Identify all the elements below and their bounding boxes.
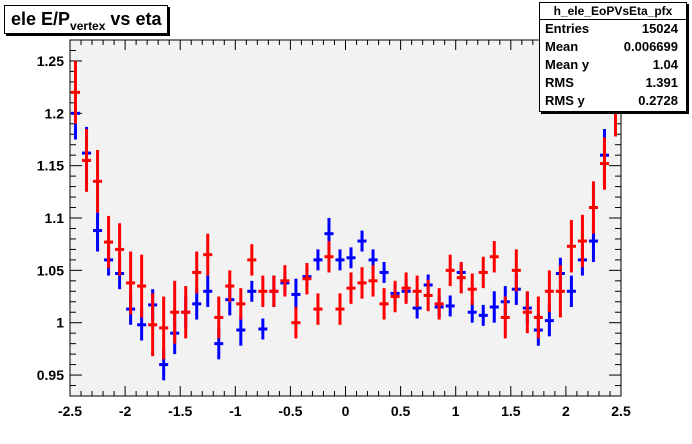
data-point — [434, 288, 444, 320]
data-point — [489, 291, 499, 323]
plot-title: ele E/Pvertex vs eta — [4, 5, 169, 34]
y-tick-label: 1.1 — [45, 210, 65, 226]
data-point — [203, 275, 213, 307]
y-tick-label: 1.25 — [37, 53, 64, 69]
x-tick-label: -1.5 — [168, 403, 192, 419]
data-point — [302, 263, 312, 295]
x-tick-label: 1.5 — [501, 403, 521, 419]
data-point — [566, 275, 576, 307]
data-point — [291, 307, 301, 339]
data-point — [247, 244, 257, 276]
data-point — [269, 275, 279, 307]
data-point — [467, 273, 477, 305]
data-point — [511, 249, 521, 292]
data-point — [126, 251, 136, 315]
data-point — [346, 272, 356, 304]
data-point — [236, 288, 246, 320]
data-point — [159, 296, 169, 360]
data-point — [445, 254, 455, 287]
plot-frame — [69, 39, 622, 397]
data-point — [489, 241, 499, 273]
data-point — [555, 265, 565, 318]
data-point — [379, 288, 389, 320]
data-point — [313, 293, 323, 325]
data-point — [82, 129, 92, 192]
data-point — [225, 270, 235, 302]
data-point — [456, 261, 466, 294]
data-point — [258, 275, 268, 307]
data-point — [533, 296, 543, 339]
data-point — [313, 249, 323, 271]
data-point — [137, 254, 147, 318]
data-point — [115, 223, 125, 276]
data-point — [500, 296, 510, 339]
data-point — [522, 291, 532, 334]
data-point — [280, 265, 290, 297]
y-tick-label: 1 — [56, 315, 64, 331]
data-point — [324, 241, 334, 273]
y-tick-label: 1.15 — [37, 158, 64, 174]
data-point — [445, 295, 455, 317]
data-point — [467, 301, 477, 323]
data-point — [412, 275, 422, 307]
series-1 — [71, 60, 620, 360]
data-point — [423, 279, 433, 312]
data-point — [170, 280, 180, 344]
y-tick-label: 0.95 — [37, 367, 64, 383]
data-point — [93, 209, 103, 252]
data-point — [214, 296, 224, 339]
data-point — [588, 181, 598, 234]
data-point — [181, 286, 191, 339]
x-tick-label: 2.5 — [611, 403, 631, 419]
data-point — [192, 251, 202, 294]
data-point — [93, 149, 103, 213]
data-point — [346, 247, 356, 269]
stats-row: Mean y 1.04 — [545, 57, 678, 72]
data-point — [291, 278, 301, 311]
stats-row: RMS 1.391 — [545, 75, 678, 90]
data-points — [71, 60, 620, 381]
data-point — [379, 261, 389, 283]
x-tick-label: 0 — [342, 403, 350, 419]
x-tick-label: 0.5 — [391, 403, 411, 419]
stats-row: RMS y 0.2728 — [545, 93, 678, 108]
data-point — [478, 256, 488, 289]
data-point — [544, 270, 554, 313]
y-tick-label: 1.2 — [45, 105, 65, 121]
data-point — [258, 318, 268, 340]
stats-row: Entries 15024 — [545, 21, 678, 36]
data-point — [357, 267, 367, 299]
data-point — [577, 214, 587, 268]
data-point — [247, 280, 257, 302]
stats-hist-name: h_ele_EoPVsEta_pfx — [540, 3, 686, 20]
data-point — [566, 220, 576, 273]
data-point — [599, 137, 609, 190]
x-tick-label: -1 — [229, 403, 242, 419]
x-tick-label: -0.5 — [278, 403, 302, 419]
data-point — [335, 293, 345, 325]
data-point — [104, 215, 114, 269]
y-tick-label: 1.05 — [37, 262, 64, 278]
stats-box: h_ele_EoPVsEta_pfx Entries 15024 Mean 0.00… — [539, 2, 687, 112]
data-point — [368, 265, 378, 297]
data-point — [71, 60, 81, 124]
x-tick-label: 2 — [562, 403, 570, 419]
data-point — [401, 272, 411, 304]
data-point — [478, 304, 488, 326]
data-point — [148, 293, 158, 357]
x-tick-label: 1 — [452, 403, 460, 419]
data-point — [203, 233, 213, 276]
x-tick-label: -2 — [119, 403, 132, 419]
stats-row: Mean 0.006699 — [545, 39, 678, 54]
data-point — [390, 280, 400, 313]
x-tick-label: -2.5 — [58, 403, 82, 419]
data-point — [357, 230, 367, 252]
data-point — [335, 249, 345, 271]
